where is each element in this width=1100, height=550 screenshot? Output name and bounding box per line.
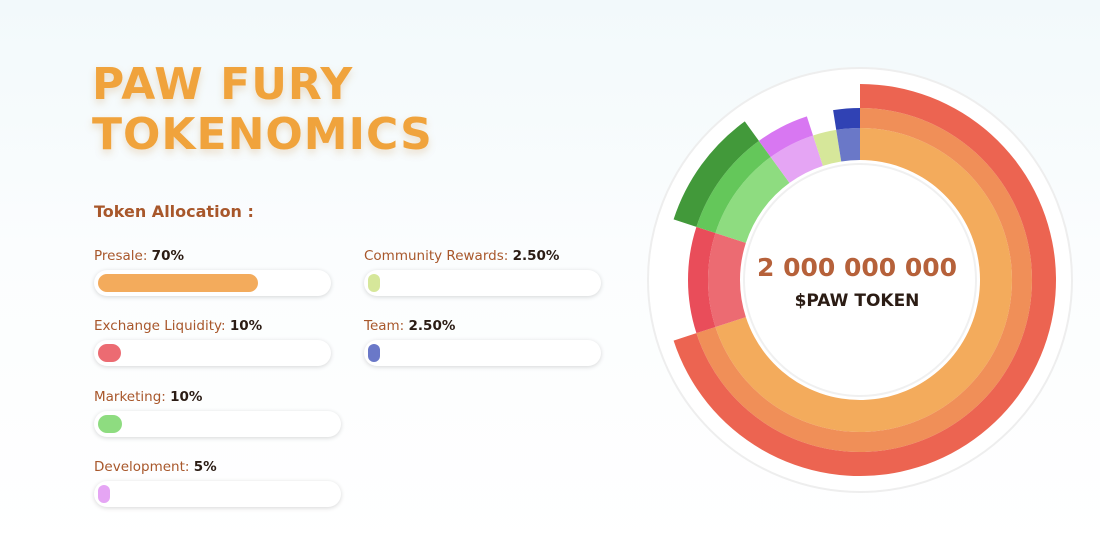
allocation-item-exchange-liquidity: Exchange Liquidity: 10% [94, 318, 331, 366]
allocation-name: Development: [94, 459, 190, 475]
slice-development-ring-2 [758, 116, 814, 158]
allocation-name: Exchange Liquidity: [94, 318, 226, 334]
slice-exchange-liquidity-ring-1 [708, 233, 746, 327]
progress-track [94, 340, 331, 366]
allocation-item-marketing: Marketing: 10% [94, 389, 341, 437]
progress-fill [368, 344, 380, 362]
donut-slices [673, 84, 1056, 476]
allocation-item-community-rewards: Community Rewards: 2.50% [364, 248, 601, 296]
allocation-label: Team: 2.50% [364, 318, 601, 334]
progress-track [94, 481, 341, 507]
allocation-name: Team: [364, 318, 405, 334]
progress-track [94, 270, 331, 296]
allocation-percent: 2.50% [512, 248, 560, 264]
allocation-heading: Token Allocation : [94, 202, 254, 221]
allocation-percent: 10% [170, 389, 203, 405]
allocation-percent: 70% [151, 248, 184, 264]
allocation-name: Marketing: [94, 389, 166, 405]
allocation-label: Marketing: 10% [94, 389, 341, 405]
allocation-label: Development: 5% [94, 459, 341, 475]
allocation-percent: 10% [229, 318, 263, 334]
allocation-label: Community Rewards: 2.50% [364, 248, 601, 264]
allocation-percent: 5% [193, 459, 217, 475]
progress-fill [98, 344, 121, 362]
slice-marketing-ring-2 [696, 140, 771, 234]
allocation-item-development: Development: 5% [94, 459, 341, 507]
progress-fill [368, 274, 380, 292]
title-line-1: PAW FURY [92, 59, 354, 110]
progress-track [364, 340, 601, 366]
allocation-item-team: Team: 2.50% [364, 318, 601, 366]
allocation-label: Presale: 70% [94, 248, 331, 264]
progress-track [364, 270, 601, 296]
slice-team-ring-2 [833, 108, 860, 130]
chart-center [743, 163, 977, 397]
allocation-label: Exchange Liquidity: 10% [94, 318, 331, 334]
slice-development-ring-1 [770, 135, 823, 183]
allocation-item-presale: Presale: 70% [94, 248, 331, 296]
slice-team-ring-1 [836, 128, 860, 162]
slice-community-rewards-ring-1 [813, 129, 842, 166]
slice-marketing-ring-1 [715, 157, 790, 243]
progress-fill [98, 485, 110, 503]
progress-fill [98, 415, 122, 433]
allocation-percent: 2.50% [408, 318, 456, 334]
total-supply-caption: $PAW TOKEN [795, 291, 920, 311]
page-title: PAW FURY TOKENOMICS [92, 60, 433, 160]
progress-fill [98, 274, 259, 292]
slice-marketing-ring-3 [673, 121, 759, 227]
title-line-2: TOKENOMICS [92, 109, 433, 160]
progress-track [94, 411, 341, 437]
allocation-name: Community Rewards: [364, 248, 509, 264]
allocation-name: Presale: [94, 248, 148, 264]
slice-exchange-liquidity-ring-2 [688, 226, 716, 334]
token-allocation-donut-chart: 2 000 000 000 $PAW TOKEN [647, 67, 1073, 493]
total-supply-value: 2 000 000 000 [757, 253, 957, 282]
